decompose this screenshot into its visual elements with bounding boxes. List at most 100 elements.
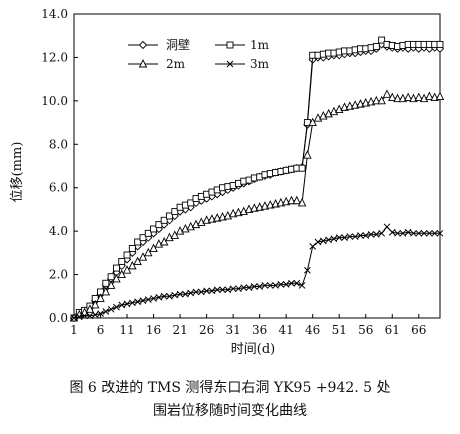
data-point	[410, 229, 417, 237]
y-tick-label: 12.0	[41, 50, 68, 64]
data-point	[431, 229, 439, 237]
data-point	[245, 284, 253, 291]
data-point	[393, 93, 402, 103]
data-point	[435, 91, 445, 100]
legend-entry: 洞壁	[128, 37, 190, 52]
data-point	[382, 89, 392, 98]
x-tick-label: 31	[225, 323, 240, 337]
data-point	[288, 279, 295, 287]
data-point	[182, 290, 189, 298]
series-4	[70, 223, 444, 322]
data-point	[378, 36, 386, 44]
x-tick-label: 56	[358, 323, 373, 337]
data-point	[415, 229, 423, 237]
legend-marker	[138, 40, 148, 50]
data-point	[304, 266, 311, 274]
series-layer	[69, 36, 445, 323]
data-point	[208, 287, 216, 295]
y-tick-label: 8.0	[49, 137, 68, 151]
series-2	[70, 36, 444, 322]
data-point	[139, 297, 147, 304]
data-point	[261, 282, 269, 289]
data-point	[292, 195, 302, 205]
x-tick-label: 11	[119, 323, 134, 337]
data-point	[420, 229, 428, 237]
data-point	[118, 301, 126, 309]
data-point	[187, 199, 195, 207]
data-point	[144, 296, 152, 303]
x-tick-label: 16	[146, 323, 161, 337]
data-point	[197, 288, 205, 296]
data-point	[330, 235, 338, 243]
legend-entry: 1m	[215, 38, 270, 52]
caption-line-2: 围岩位移随时间变化曲线	[153, 403, 307, 419]
data-point	[101, 286, 111, 296]
data-point	[107, 305, 115, 313]
data-point	[272, 282, 279, 289]
data-point	[133, 256, 142, 265]
data-point	[123, 300, 131, 308]
data-point	[139, 234, 147, 242]
data-point	[85, 304, 95, 313]
data-point	[414, 92, 424, 102]
x-tick-label: 51	[332, 323, 347, 337]
data-point	[91, 311, 99, 319]
data-point	[112, 264, 120, 272]
data-point	[128, 245, 136, 252]
data-point	[403, 92, 413, 102]
data-point	[192, 288, 200, 296]
data-point	[293, 279, 301, 287]
x-tick-label: 21	[172, 323, 187, 337]
data-point	[149, 243, 158, 252]
data-point	[118, 258, 126, 265]
data-point	[388, 228, 396, 236]
data-point	[138, 252, 148, 261]
legend-label: 洞壁	[166, 37, 190, 52]
data-point	[106, 280, 116, 289]
data-point	[155, 221, 163, 229]
data-point	[303, 150, 312, 159]
data-point	[134, 298, 142, 306]
data-point	[171, 291, 179, 299]
data-point	[81, 312, 88, 320]
legend-label: 2m	[166, 57, 186, 71]
data-point	[250, 283, 258, 290]
data-point	[112, 273, 121, 283]
data-point	[277, 280, 285, 288]
data-point	[213, 286, 221, 294]
legend-entry: 2m	[128, 57, 186, 71]
data-point	[377, 95, 386, 105]
axes: 0.02.04.06.08.010.012.014.01 6 11 16 21 26 31 3…	[41, 7, 441, 337]
data-point	[325, 236, 332, 244]
legend-label: 1m	[250, 38, 270, 52]
data-point	[362, 232, 370, 239]
data-point	[128, 260, 137, 270]
data-point	[240, 284, 248, 291]
data-point	[160, 292, 168, 300]
data-point	[166, 212, 173, 220]
y-axis-title: 位移(mm)	[10, 142, 25, 203]
data-point	[297, 197, 307, 207]
data-point	[367, 231, 375, 238]
data-point	[150, 295, 157, 302]
caption-line-1: 图 6 改进的 TMS 测得东口右洞 YK95 +942. 5 处	[69, 379, 390, 396]
x-tick-label: 6	[97, 323, 105, 337]
data-point	[123, 251, 131, 259]
data-point	[171, 208, 179, 216]
y-tick-label: 0.0	[49, 311, 68, 325]
data-point	[134, 238, 142, 246]
data-point	[159, 236, 169, 246]
data-point	[287, 195, 296, 205]
y-tick-label: 10.0	[41, 94, 68, 108]
legend-marker	[138, 58, 148, 68]
data-point	[97, 310, 104, 318]
x-tick-label: 61	[385, 323, 400, 337]
data-point	[372, 231, 380, 238]
data-point	[117, 269, 126, 279]
data-point	[235, 285, 242, 293]
data-point	[282, 280, 290, 288]
data-point	[219, 286, 226, 294]
legend-marker	[226, 60, 234, 68]
data-point	[176, 290, 184, 298]
